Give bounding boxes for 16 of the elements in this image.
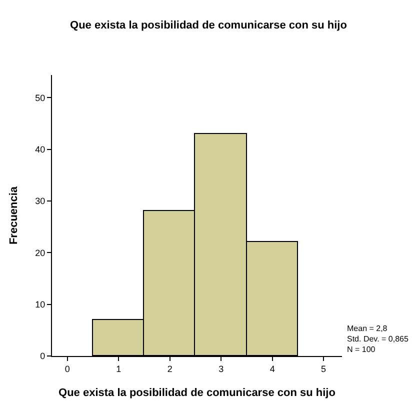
y-tick-label: 50 [35,92,46,103]
text: Mean = 2,8 Std. Dev. = 0,865 N = 100 [347,324,409,354]
chart-title: Que exista la posibilidad de comunicarse con su hijo [70,20,348,32]
y-tick-label: 30 [35,196,46,206]
y-tick-label: 10 [35,300,46,310]
x-tick-label: 5 [321,364,326,374]
x-axis-title: Que exista la posibilidad de comunicarse con su hijo [58,387,336,399]
x-tick-label: 0 [64,364,70,374]
y-axis-title: Frecuencia [8,186,20,245]
y-tick-label: 40 [35,144,46,155]
x-tick-label: 4 [270,364,275,374]
x-tick-label: 3 [218,364,224,374]
x-tick-label: 2 [167,364,172,374]
x-tick-label: 1 [116,364,122,374]
y-tick-label: 0 [40,351,46,362]
y-tick-label: 20 [35,248,46,258]
